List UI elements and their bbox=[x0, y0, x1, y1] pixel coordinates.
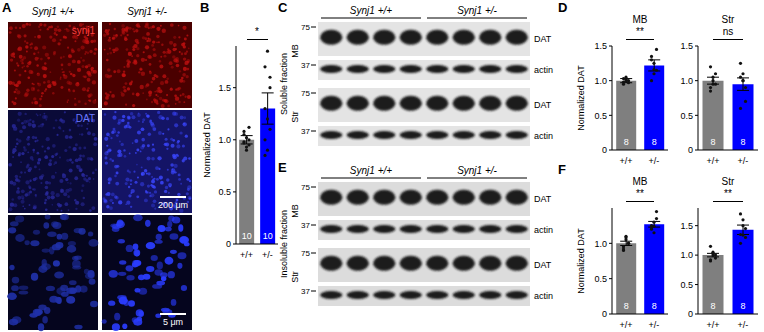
svg-text:37: 37 bbox=[301, 221, 310, 230]
svg-text:0.5: 0.5 bbox=[218, 187, 231, 197]
svg-text:A: A bbox=[2, 0, 12, 15]
html-text:MB: MB bbox=[632, 14, 648, 25]
svg-text:Synj1 +/-: Synj1 +/- bbox=[127, 6, 167, 17]
svg-text:Str: Str bbox=[290, 111, 300, 123]
svg-text:Synj1 +/-: Synj1 +/- bbox=[457, 5, 497, 16]
svg-text:DAT: DAT bbox=[534, 260, 552, 270]
svg-text:actin: actin bbox=[534, 225, 553, 235]
svg-text:8: 8 bbox=[710, 137, 715, 147]
svg-text:8: 8 bbox=[624, 137, 629, 147]
svg-text:Str: Str bbox=[290, 271, 300, 283]
svg-text:37: 37 bbox=[301, 127, 310, 136]
svg-text:+/-: +/- bbox=[262, 250, 273, 260]
svg-text:8: 8 bbox=[624, 301, 629, 311]
svg-text:0.5: 0.5 bbox=[680, 111, 693, 121]
svg-text:+/-: +/- bbox=[649, 156, 660, 166]
svg-text:DAT: DAT bbox=[76, 113, 95, 124]
svg-text:1.0: 1.0 bbox=[680, 76, 693, 86]
svg-text:+/+: +/+ bbox=[240, 250, 253, 260]
svg-text:Soluble fraction: Soluble fraction bbox=[279, 53, 289, 115]
svg-text:+/+: +/+ bbox=[706, 156, 719, 166]
svg-text:MB: MB bbox=[290, 204, 300, 218]
html-text:ns: ns bbox=[722, 26, 734, 37]
svg-text:1.0: 1.0 bbox=[594, 76, 607, 86]
svg-text:1.5: 1.5 bbox=[594, 41, 607, 51]
svg-text:Synj1 +/+: Synj1 +/+ bbox=[350, 5, 392, 16]
svg-text:37: 37 bbox=[301, 287, 310, 296]
svg-text:0.5: 0.5 bbox=[594, 274, 607, 284]
svg-text:Synj1 +/-: Synj1 +/- bbox=[457, 165, 497, 176]
svg-text:0.5: 0.5 bbox=[594, 111, 607, 121]
svg-text:1.0: 1.0 bbox=[594, 239, 607, 249]
svg-text:Normalized DAT: Normalized DAT bbox=[576, 228, 586, 294]
html-text:Str: Str bbox=[721, 14, 735, 25]
svg-text:0: 0 bbox=[688, 309, 693, 319]
svg-text:0: 0 bbox=[602, 309, 607, 319]
svg-text:75: 75 bbox=[301, 249, 310, 258]
svg-text:200 μm: 200 μm bbox=[158, 200, 188, 210]
html-text:Str: Str bbox=[721, 176, 735, 187]
svg-text:C: C bbox=[278, 0, 288, 15]
svg-text:+/+: +/+ bbox=[619, 320, 632, 330]
svg-text:D: D bbox=[558, 0, 567, 15]
html-text:MB: MB bbox=[632, 176, 648, 187]
svg-text:1.0: 1.0 bbox=[680, 250, 693, 260]
svg-text:actin: actin bbox=[534, 131, 553, 141]
svg-text:75: 75 bbox=[301, 89, 310, 98]
svg-text:8: 8 bbox=[652, 137, 657, 147]
svg-text:actin: actin bbox=[534, 291, 553, 301]
svg-text:5 μm: 5 μm bbox=[163, 317, 183, 327]
svg-text:+/+: +/+ bbox=[619, 156, 632, 166]
svg-text:8: 8 bbox=[740, 301, 745, 311]
svg-text:E: E bbox=[278, 160, 287, 175]
svg-text:+/-: +/- bbox=[738, 320, 749, 330]
svg-text:1.5: 1.5 bbox=[218, 83, 231, 93]
svg-text:0: 0 bbox=[602, 145, 607, 155]
svg-text:synj1: synj1 bbox=[72, 25, 96, 36]
svg-text:8: 8 bbox=[740, 137, 745, 147]
svg-text:DAT: DAT bbox=[534, 34, 552, 44]
svg-text:+/-: +/- bbox=[649, 320, 660, 330]
svg-text:37: 37 bbox=[301, 61, 310, 70]
svg-text:DAT: DAT bbox=[534, 194, 552, 204]
svg-text:+/+: +/+ bbox=[706, 320, 719, 330]
svg-text:8: 8 bbox=[710, 301, 715, 311]
svg-text:B: B bbox=[200, 0, 209, 15]
svg-text:Insoluble fraction: Insoluble fraction bbox=[279, 210, 289, 278]
svg-text:10: 10 bbox=[263, 231, 273, 241]
svg-text:10: 10 bbox=[242, 231, 252, 241]
svg-text:Synj1 +/+: Synj1 +/+ bbox=[350, 165, 392, 176]
svg-text:MB: MB bbox=[290, 44, 300, 58]
svg-text:1.5: 1.5 bbox=[680, 221, 693, 231]
svg-text:actin: actin bbox=[534, 65, 553, 75]
svg-text:Normalized DAT: Normalized DAT bbox=[576, 65, 586, 131]
svg-text:75: 75 bbox=[301, 23, 310, 32]
svg-text:0.5: 0.5 bbox=[680, 280, 693, 290]
svg-text:0: 0 bbox=[688, 145, 693, 155]
svg-text:Normalized DAT: Normalized DAT bbox=[202, 112, 212, 178]
svg-text:F: F bbox=[558, 162, 566, 177]
svg-text:0: 0 bbox=[226, 239, 231, 249]
svg-text:75: 75 bbox=[301, 183, 310, 192]
svg-text:+/-: +/- bbox=[738, 156, 749, 166]
svg-text:DAT: DAT bbox=[534, 100, 552, 110]
svg-text:1.0: 1.0 bbox=[218, 135, 231, 145]
svg-text:8: 8 bbox=[652, 301, 657, 311]
svg-text:Synj1 +/+: Synj1 +/+ bbox=[32, 6, 74, 17]
svg-text:1.5: 1.5 bbox=[680, 41, 693, 51]
